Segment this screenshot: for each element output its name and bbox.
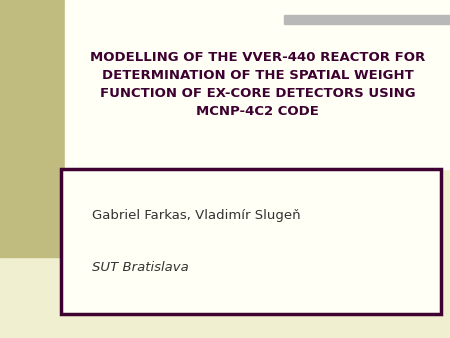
- Bar: [284, 15, 450, 24]
- Bar: [61, 169, 441, 314]
- Bar: [65, 0, 450, 169]
- Text: Gabriel Farkas, Vladimír Slugeň: Gabriel Farkas, Vladimír Slugeň: [92, 209, 301, 222]
- Text: MODELLING OF THE VVER-440 REACTOR FOR
DETERMINATION OF THE SPATIAL WEIGHT
FUNCTI: MODELLING OF THE VVER-440 REACTOR FOR DE…: [90, 51, 425, 118]
- Bar: [0, 0, 65, 257]
- Text: SUT Bratislava: SUT Bratislava: [92, 261, 189, 274]
- Bar: [61, 169, 441, 314]
